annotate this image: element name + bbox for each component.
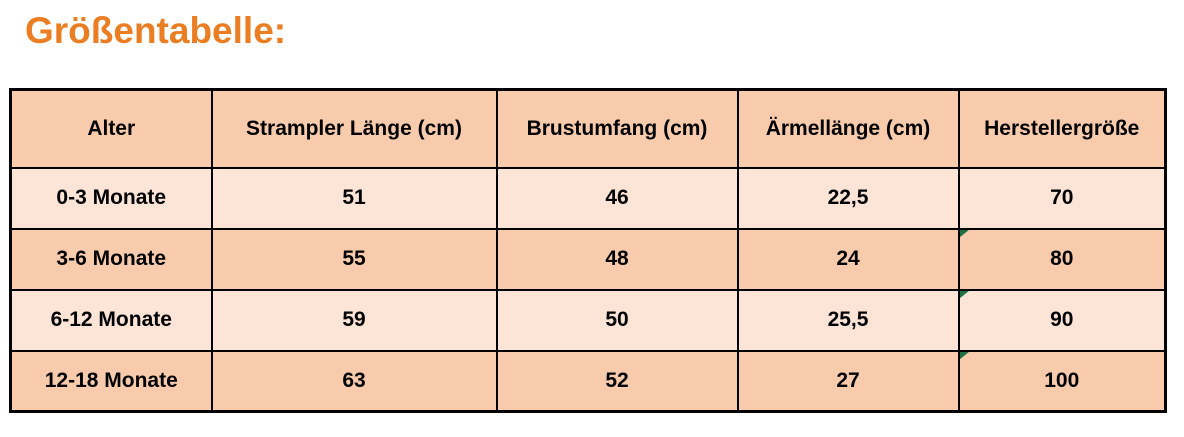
cell-brustumfang: 48 xyxy=(495,227,739,291)
cell-herstellergroesse: 100 xyxy=(957,349,1167,413)
page-title: Größentabelle: xyxy=(25,10,287,51)
cell-aermellaenge: 24 xyxy=(736,227,960,291)
column-header-alter: Alter xyxy=(9,88,213,169)
table-row-3-6-monate: 3-6 Monate 55 48 24 80 xyxy=(9,227,1167,291)
cell-strampler-laenge: 51 xyxy=(210,166,498,230)
cell-strampler-laenge: 59 xyxy=(210,288,498,352)
cell-aermellaenge: 22,5 xyxy=(736,166,960,230)
column-header-brustumfang: Brustumfang (cm) xyxy=(495,88,739,169)
cell-value: 100 xyxy=(1044,368,1080,392)
cell-alter: 3-6 Monate xyxy=(9,227,213,291)
cell-error-indicator-icon xyxy=(960,352,970,360)
cell-aermellaenge: 25,5 xyxy=(736,288,960,352)
cell-error-indicator-icon xyxy=(960,291,970,299)
column-header-herstellergroesse: Herstellergröße xyxy=(957,88,1167,169)
cell-strampler-laenge: 63 xyxy=(210,349,498,413)
cell-strampler-laenge: 55 xyxy=(210,227,498,291)
cell-herstellergroesse: 80 xyxy=(957,227,1167,291)
cell-error-indicator-icon xyxy=(960,230,970,238)
cell-value: 90 xyxy=(1050,308,1074,331)
cell-value: 80 xyxy=(1050,247,1074,270)
cell-brustumfang: 50 xyxy=(495,288,739,352)
size-table: Alter Strampler Länge (cm) Brustumfang (… xyxy=(9,88,1167,413)
table-header-row: Alter Strampler Länge (cm) Brustumfang (… xyxy=(9,88,1167,169)
cell-aermellaenge: 27 xyxy=(736,349,960,413)
cell-herstellergroesse: 90 xyxy=(957,288,1167,352)
table-row-0-3-monate: 0-3 Monate 51 46 22,5 70 xyxy=(9,166,1167,230)
cell-brustumfang: 46 xyxy=(495,166,739,230)
column-header-aermellaenge: Ärmellänge (cm) xyxy=(736,88,960,169)
column-header-strampler-laenge: Strampler Länge (cm) xyxy=(210,88,498,169)
cell-alter: 0-3 Monate xyxy=(9,166,213,230)
cell-alter: 12-18 Monate xyxy=(9,349,213,413)
cell-herstellergroesse: 70 xyxy=(957,166,1167,230)
cell-alter: 6-12 Monate xyxy=(9,288,213,352)
table-row-12-18-monate: 12-18 Monate 63 52 27 100 xyxy=(9,349,1167,413)
cell-brustumfang: 52 xyxy=(495,349,739,413)
table-row-6-12-monate: 6-12 Monate 59 50 25,5 90 xyxy=(9,288,1167,352)
